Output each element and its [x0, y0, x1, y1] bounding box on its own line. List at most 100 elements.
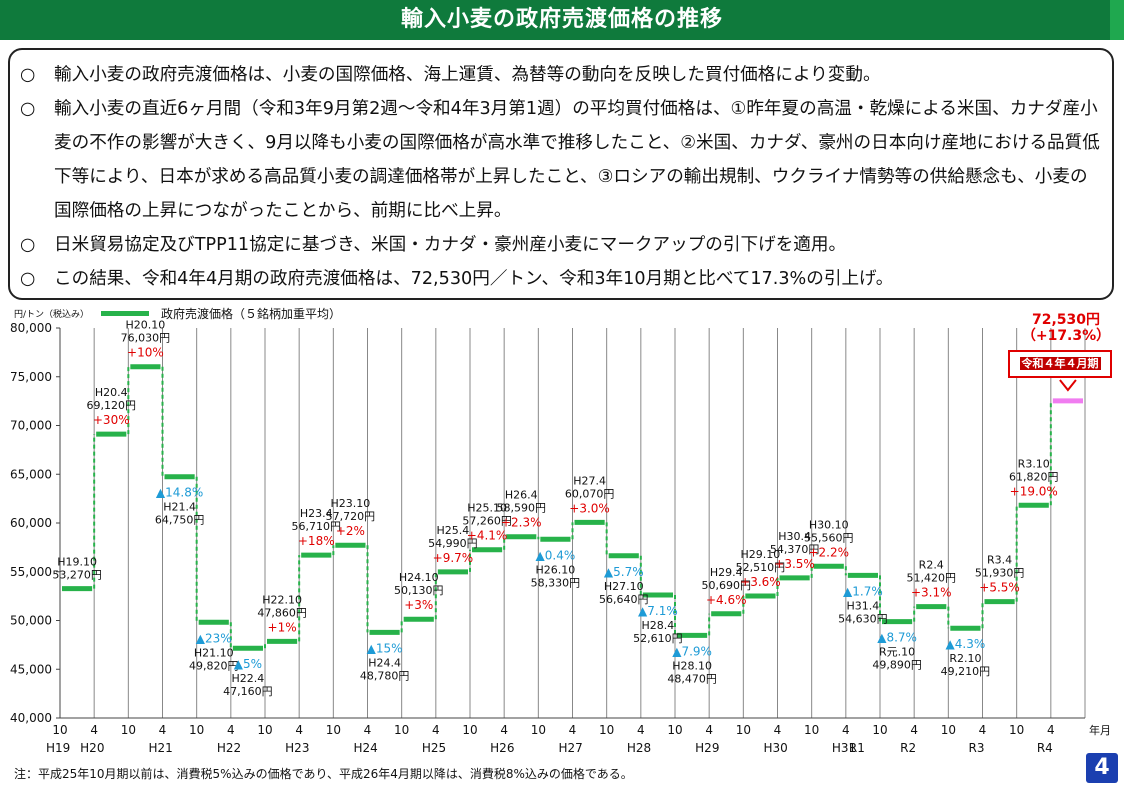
period-label: H25.10 — [467, 502, 507, 515]
price-label: 54,990円 — [428, 537, 478, 550]
x-tick-label: 4 — [364, 723, 372, 737]
period-label: R2.10 — [949, 652, 981, 665]
price-label: 64,750円 — [155, 514, 205, 527]
x-tick-label: 10 — [462, 723, 477, 737]
x-tick-label: 4 — [90, 723, 98, 737]
x-tick-label: 4 — [500, 723, 508, 737]
x-tick-label: 10 — [667, 723, 682, 737]
x-tick-label: 4 — [1047, 723, 1055, 737]
x-year-label: H22 — [217, 741, 241, 755]
x-tick-label: 10 — [941, 723, 956, 737]
change-label: +3% — [404, 598, 433, 612]
period-label: H26.10 — [536, 563, 576, 576]
price-label: 51,930円 — [975, 567, 1025, 580]
y-axis-unit-label: 円/トン（税込み） — [14, 310, 90, 320]
x-year-label: H28 — [627, 741, 651, 755]
x-year-label: R3 — [969, 741, 985, 755]
x-tick-label: 4 — [774, 723, 782, 737]
x-year-label: R1 — [849, 741, 865, 755]
price-chart: 40,000 45,000 50,000 55,000 60,000 65,000 70,0… — [10, 319, 1111, 755]
change-label: +4.1% — [467, 529, 508, 543]
period-label: H29.4 — [710, 566, 743, 579]
y-tick-label: 60,000 — [10, 516, 52, 530]
change-label: ▲14.8% — [156, 486, 203, 500]
x-tick-label: 4 — [979, 723, 987, 737]
latest-price-callout: 72,530円 （+17.3%） — [1018, 312, 1114, 344]
change-label: ▲7.9% — [672, 644, 712, 658]
period-label: H21.4 — [163, 501, 196, 514]
x-tick-label: 10 — [189, 723, 204, 737]
x-tick-label: 4 — [910, 723, 918, 737]
x-year-label: H20 — [80, 741, 104, 755]
x-tick-label: 10 — [1009, 723, 1024, 737]
title-bar-accent — [1110, 0, 1124, 40]
x-year-label: R2 — [900, 741, 916, 755]
x-tick-label: 4 — [705, 723, 713, 737]
x-tick-label: 10 — [736, 723, 751, 737]
change-label: +4.6% — [706, 593, 747, 607]
x-tick-label: 4 — [569, 723, 577, 737]
period-label: H27.10 — [604, 580, 644, 593]
change-label: ▲0.4% — [536, 548, 576, 562]
price-label: 76,030円 — [121, 332, 171, 345]
summary-text: 輸入小麦の政府売渡価格は、小麦の国際価格、海上運賃、為替等の動向を反映した買付価… — [54, 65, 881, 85]
summary-item: ○ 日米貿易協定及びTPP11協定に基づき、米国・カナダ・豪州産小麦にマークアッ… — [20, 228, 1102, 262]
price-label: 57,260円 — [462, 515, 512, 528]
y-tick-label: 55,000 — [10, 565, 52, 579]
period-label: H23.4 — [300, 507, 333, 520]
period-label: H23.10 — [331, 497, 371, 510]
change-label: ▲4.3% — [946, 637, 986, 651]
period-label: H28.10 — [672, 659, 712, 672]
summary-item: ○ この結果、令和4年4月期の政府売渡価格は、72,530円／トン、令和3年10… — [20, 262, 1102, 296]
period-label: H27.4 — [573, 474, 606, 487]
period-label: H30.4 — [778, 530, 811, 543]
period-label: H28.4 — [642, 619, 675, 632]
price-label: 55,560円 — [804, 531, 854, 544]
x-tick-label: 10 — [531, 723, 546, 737]
summary-text: この結果、令和4年4月期の政府売渡価格は、72,530円／トン、令和3年10月期… — [54, 269, 894, 289]
x-tick-label: 4 — [295, 723, 303, 737]
summary-item: ○ 輸入小麦の直近6ヶ月間（令和3年9月第2週～令和4年3月第1週）の平均買付価… — [20, 92, 1102, 228]
latest-change: （+17.3%） — [1021, 328, 1111, 344]
change-label: ▲5.7% — [604, 565, 644, 579]
x-tick-label: 10 — [326, 723, 341, 737]
x-tick-label: 10 — [257, 723, 272, 737]
latest-period: 令和４年４月期 — [1019, 357, 1101, 370]
y-tick-label: 65,000 — [10, 467, 52, 481]
price-label: 50,130円 — [394, 584, 444, 597]
period-label: H30.10 — [809, 518, 849, 531]
period-label: H22.10 — [262, 593, 302, 606]
price-label: 58,330円 — [531, 576, 581, 589]
price-label: 53,270円 — [52, 569, 102, 582]
period-label: H31.4 — [847, 599, 880, 612]
price-label: 47,160円 — [223, 685, 273, 698]
change-label: ▲8.7% — [877, 631, 917, 645]
y-tick-label: 40,000 — [10, 711, 52, 725]
price-label: 56,710円 — [292, 520, 342, 533]
bullet-circle-icon: ○ — [20, 65, 36, 85]
bullet-circle-icon: ○ — [20, 235, 36, 255]
bullet-circle-icon: ○ — [20, 99, 36, 119]
y-tick-label: 45,000 — [10, 662, 52, 676]
price-label: 51,420円 — [907, 572, 957, 585]
price-label: 60,070円 — [565, 487, 615, 500]
x-year-label: H26 — [490, 741, 514, 755]
price-label: 52,510円 — [736, 561, 786, 574]
change-label: +10% — [127, 346, 164, 360]
x-year-label: H29 — [695, 741, 719, 755]
price-label: 47,860円 — [257, 606, 307, 619]
change-label: +30% — [93, 413, 130, 427]
summary-box: ○ 輸入小麦の政府売渡価格は、小麦の国際価格、海上運賃、為替等の動向を反映した買… — [8, 48, 1114, 300]
price-label: 52,610円 — [633, 632, 683, 645]
price-label: 54,370円 — [770, 543, 820, 556]
x-year-label: H19 — [46, 741, 70, 755]
y-tick-label: 80,000 — [10, 321, 52, 335]
x-tick-label: 10 — [804, 723, 819, 737]
price-label: 48,780円 — [360, 669, 410, 682]
x-year-label: H23 — [285, 741, 309, 755]
chart-legend: 円/トン（税込み） 政府売渡価格（５銘柄加重平均） — [14, 305, 341, 322]
change-label: +3.5% — [774, 557, 815, 571]
latest-period-box: 令和４年４月期 — [1008, 350, 1112, 378]
y-tick-label: 50,000 — [10, 614, 52, 628]
price-label: 49,820円 — [189, 659, 239, 672]
